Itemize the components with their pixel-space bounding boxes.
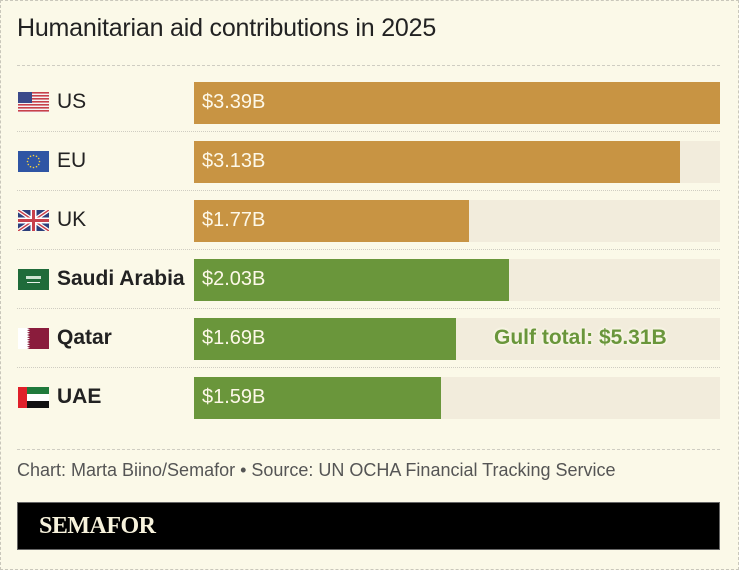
bar-row: Qatar $1.69B Gulf total: $5.31B xyxy=(0,318,739,360)
bar xyxy=(194,259,509,301)
saudi-flag-icon xyxy=(18,269,49,290)
brand-bar: SEMAFOR xyxy=(17,502,720,550)
row-divider xyxy=(17,367,720,368)
bar-row: US $3.39B xyxy=(0,82,739,124)
bar xyxy=(194,82,720,124)
category-label: UAE xyxy=(57,385,102,408)
value-label: $1.69B xyxy=(202,327,266,349)
chart-title: Humanitarian aid contributions in 2025 xyxy=(17,14,437,42)
bar xyxy=(194,141,680,183)
value-label: $3.39B xyxy=(202,91,266,113)
eu-flag-icon xyxy=(18,151,49,172)
category-label: EU xyxy=(57,149,87,172)
bar-row: EU $3.13B xyxy=(0,141,739,183)
category-label: UK xyxy=(57,208,87,231)
bar xyxy=(194,377,441,419)
uae-flag-icon xyxy=(18,387,49,408)
value-label: $1.77B xyxy=(202,209,266,231)
row-divider xyxy=(17,308,720,309)
semafor-logo: SEMAFOR xyxy=(39,513,156,539)
row-divider xyxy=(17,131,720,132)
row-divider xyxy=(17,190,720,191)
category-label: US xyxy=(57,90,87,113)
uk-flag-icon xyxy=(18,210,49,231)
value-label: $3.13B xyxy=(202,150,266,172)
bar-row: UK $1.77B xyxy=(0,200,739,242)
us-flag-icon xyxy=(18,92,49,113)
source-credit: Chart: Marta Biino/Semafor • Source: UN … xyxy=(17,460,616,480)
divider xyxy=(17,449,720,450)
category-label: Qatar xyxy=(57,326,112,349)
gulf-total-annotation: Gulf total: $5.31B xyxy=(494,326,667,349)
bar xyxy=(194,200,469,242)
qatar-flag-icon xyxy=(18,328,49,349)
bar-row: UAE $1.59B xyxy=(0,377,739,419)
bar xyxy=(194,318,457,360)
value-label: $1.59B xyxy=(202,386,266,408)
category-label: Saudi Arabia xyxy=(57,267,185,290)
bar-row: Saudi Arabia $2.03B xyxy=(0,259,739,301)
row-divider xyxy=(17,249,720,250)
divider xyxy=(17,65,720,66)
value-label: $2.03B xyxy=(202,268,266,290)
